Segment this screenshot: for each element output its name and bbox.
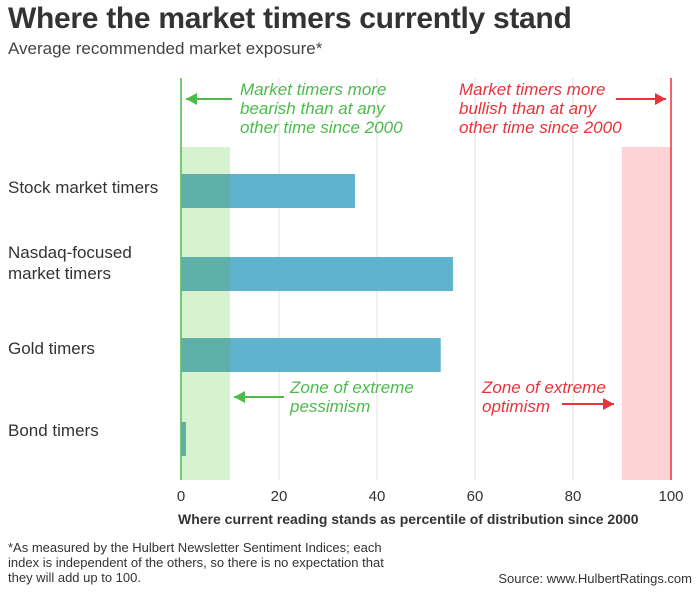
pessimism-arrow-head [234,391,245,403]
category-label: Gold timers [8,339,95,358]
x-tick-label: 20 [271,488,288,505]
x-tick-label: 60 [467,488,484,505]
bearish-annotation: Market timers more bearish than at any oth… [240,80,403,137]
x-axis-label: Where current reading stands as percenti… [178,511,639,527]
x-tick-label: 80 [565,488,582,505]
optimism-zone [622,147,671,480]
optimism-zone-label: Zone of extreme optimism [481,378,606,416]
optimism-arrow-head [603,398,614,410]
x-tick-label: 0 [177,488,185,505]
pessimism-zone-label: Zone of extreme pessimism [289,378,414,416]
category-label: Stock market timers [8,178,158,197]
chart-subtitle: Average recommended market exposure* [8,39,323,58]
bullish-annotation: Market timers more bullish than at any oth… [459,80,622,137]
chart-title: Where the market timers currently stand [8,2,572,35]
bullish-arrow-head [655,93,666,105]
bar-zone-overlap [181,257,230,291]
bearish-arrow-head [186,93,197,105]
category-label: Nasdaq-focused market timers [8,243,132,283]
x-tick-label: 100 [658,488,683,505]
bar-zone-overlap [181,174,230,208]
bar-zone-overlap [181,422,186,456]
x-tick-label: 40 [369,488,386,505]
bar-zone-overlap [181,338,230,372]
category-label: Bond timers [8,421,99,440]
footnote: *As measured by the Hulbert Newsletter S… [8,540,384,585]
source-credit: Source: www.HulbertRatings.com [498,571,692,586]
